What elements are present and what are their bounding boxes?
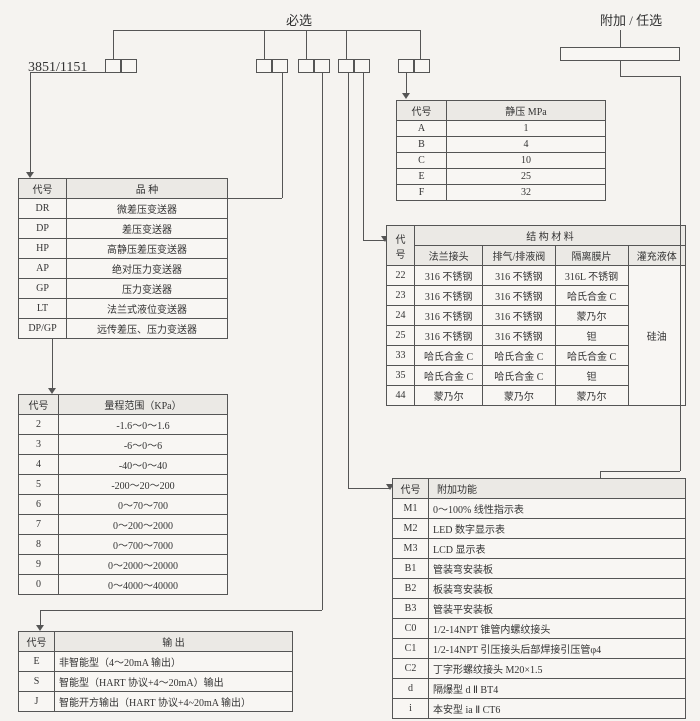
table-addon: 代号 附加功能 M10～100% 线性指示表 M2LED 数字显示表 M3LCD…	[392, 478, 686, 719]
table-row: DR微差压变送器	[19, 199, 228, 219]
conn-line	[420, 30, 421, 59]
connector-box	[338, 59, 354, 73]
conn-line	[30, 72, 31, 172]
th-code: 代号	[397, 101, 447, 121]
conn-line	[40, 610, 41, 625]
th: 结 构 材 料	[415, 226, 686, 246]
conn-line	[282, 73, 283, 198]
conn-line	[620, 30, 621, 47]
table-row: M3LCD 显示表	[393, 539, 686, 559]
table-row: F32	[397, 185, 606, 201]
table-row: C01/2-14NPT 锥管内螺纹接头	[393, 619, 686, 639]
table-row: C10	[397, 153, 606, 169]
table-row: C2丁字形螺纹接头 M20×1.5	[393, 659, 686, 679]
connector-box	[398, 59, 414, 73]
table-row: 4-40～0～40	[19, 455, 228, 475]
conn-line	[406, 73, 407, 93]
model-number: 3851/1151	[28, 60, 87, 76]
conn-line	[40, 610, 322, 611]
table-row: 2-1.6～0～1.6	[19, 415, 228, 435]
conn-line	[306, 30, 307, 59]
table-row: 3-6～0～6	[19, 435, 228, 455]
table-row: AP绝对压力变送器	[19, 259, 228, 279]
connector-box	[121, 59, 137, 73]
table-structure: 代号 结 构 材 料 法兰接头 排气/排液阀 隔离膜片 灌充液体 22316 不…	[386, 225, 686, 406]
table-row: B2板装弯安装板	[393, 579, 686, 599]
connector-box	[105, 59, 121, 73]
connector-box	[298, 59, 314, 73]
table-output: 代号 输 出 E非智能型（4～20mA 输出） S智能型（HART 协议+4～2…	[18, 631, 293, 712]
table-row: LT法兰式液位变送器	[19, 299, 228, 319]
arrow	[402, 93, 410, 99]
table-row: 5-200～20～200	[19, 475, 228, 495]
table-row: J智能开方输出（HART 协议+4~20mA 输出）	[19, 692, 293, 712]
connector-box	[414, 59, 430, 73]
conn-line	[348, 488, 390, 489]
th: 品 种	[67, 179, 228, 199]
conn-line	[363, 73, 364, 240]
th: 代号	[19, 179, 67, 199]
table-row: GP压力变送器	[19, 279, 228, 299]
table-row: HP高静压差压变送器	[19, 239, 228, 259]
th: 代号	[393, 479, 429, 499]
conn-line	[620, 76, 680, 77]
th: 输 出	[55, 632, 293, 652]
conn-line	[346, 30, 347, 59]
table-row: B1管装弯安装板	[393, 559, 686, 579]
connector-box	[314, 59, 330, 73]
table-row: 22316 不锈钢316 不锈钢316L 不锈钢硅油	[387, 266, 686, 286]
table-range: 代号 量程范围（KPa） 2-1.6～0～1.6 3-6～0～6 4-40～0～…	[18, 394, 228, 595]
conn-line	[680, 76, 681, 471]
th: 法兰接头	[415, 246, 483, 266]
table-row: 70～200～2000	[19, 515, 228, 535]
th: 代号	[19, 395, 59, 415]
th-val: 静压 MPa	[447, 101, 606, 121]
table-type: 代号 品 种 DR微差压变送器 DP差压变送器 HP高静压差压变送器 AP绝对压…	[18, 178, 228, 339]
conn-line	[600, 471, 680, 472]
optional-box	[560, 47, 680, 61]
connector-box	[256, 59, 272, 73]
table-row: B4	[397, 137, 606, 153]
th: 附加功能	[429, 479, 686, 499]
th: 排气/排液阀	[483, 246, 555, 266]
header-optional: 附加 / 任选	[600, 10, 662, 29]
conn-line	[600, 471, 601, 478]
conn-line	[322, 73, 323, 610]
th: 代号	[19, 632, 55, 652]
th: 隔离膜片	[555, 246, 628, 266]
th: 量程范围（KPa）	[59, 395, 228, 415]
conn-line	[113, 30, 421, 31]
conn-line	[113, 30, 114, 59]
table-row: M10～100% 线性指示表	[393, 499, 686, 519]
fill-cell: 硅油	[628, 266, 685, 406]
header-required: 必选	[286, 10, 312, 29]
table-static-pressure: 代号 静压 MPa A1 B4 C10 E25 F32	[396, 100, 606, 201]
conn-line	[620, 61, 621, 76]
table-row: M2LED 数字显示表	[393, 519, 686, 539]
table-row: d隔爆型 d Ⅱ BT4	[393, 679, 686, 699]
table-row: 90～2000～20000	[19, 555, 228, 575]
conn-line	[348, 73, 349, 488]
table-row: i本安型 ia Ⅱ CT6	[393, 699, 686, 719]
connector-box	[354, 59, 370, 73]
table-row: 00～4000～40000	[19, 575, 228, 595]
conn-line	[30, 72, 108, 73]
table-row: DP差压变送器	[19, 219, 228, 239]
connector-box	[272, 59, 288, 73]
th: 灌充液体	[628, 246, 685, 266]
th: 代号	[387, 226, 415, 266]
table-row: A1	[397, 121, 606, 137]
table-row: 60～70～700	[19, 495, 228, 515]
conn-line	[264, 30, 265, 59]
table-row: E非智能型（4～20mA 输出）	[19, 652, 293, 672]
table-row: DP/GP远传差压、压力变送器	[19, 319, 228, 339]
table-row: 80～700～7000	[19, 535, 228, 555]
table-row: B3管装平安装板	[393, 599, 686, 619]
table-row: C11/2-14NPT 引压接头后部焊接引压管φ4	[393, 639, 686, 659]
table-row: E25	[397, 169, 606, 185]
table-row: S智能型（HART 协议+4～20mA）输出	[19, 672, 293, 692]
